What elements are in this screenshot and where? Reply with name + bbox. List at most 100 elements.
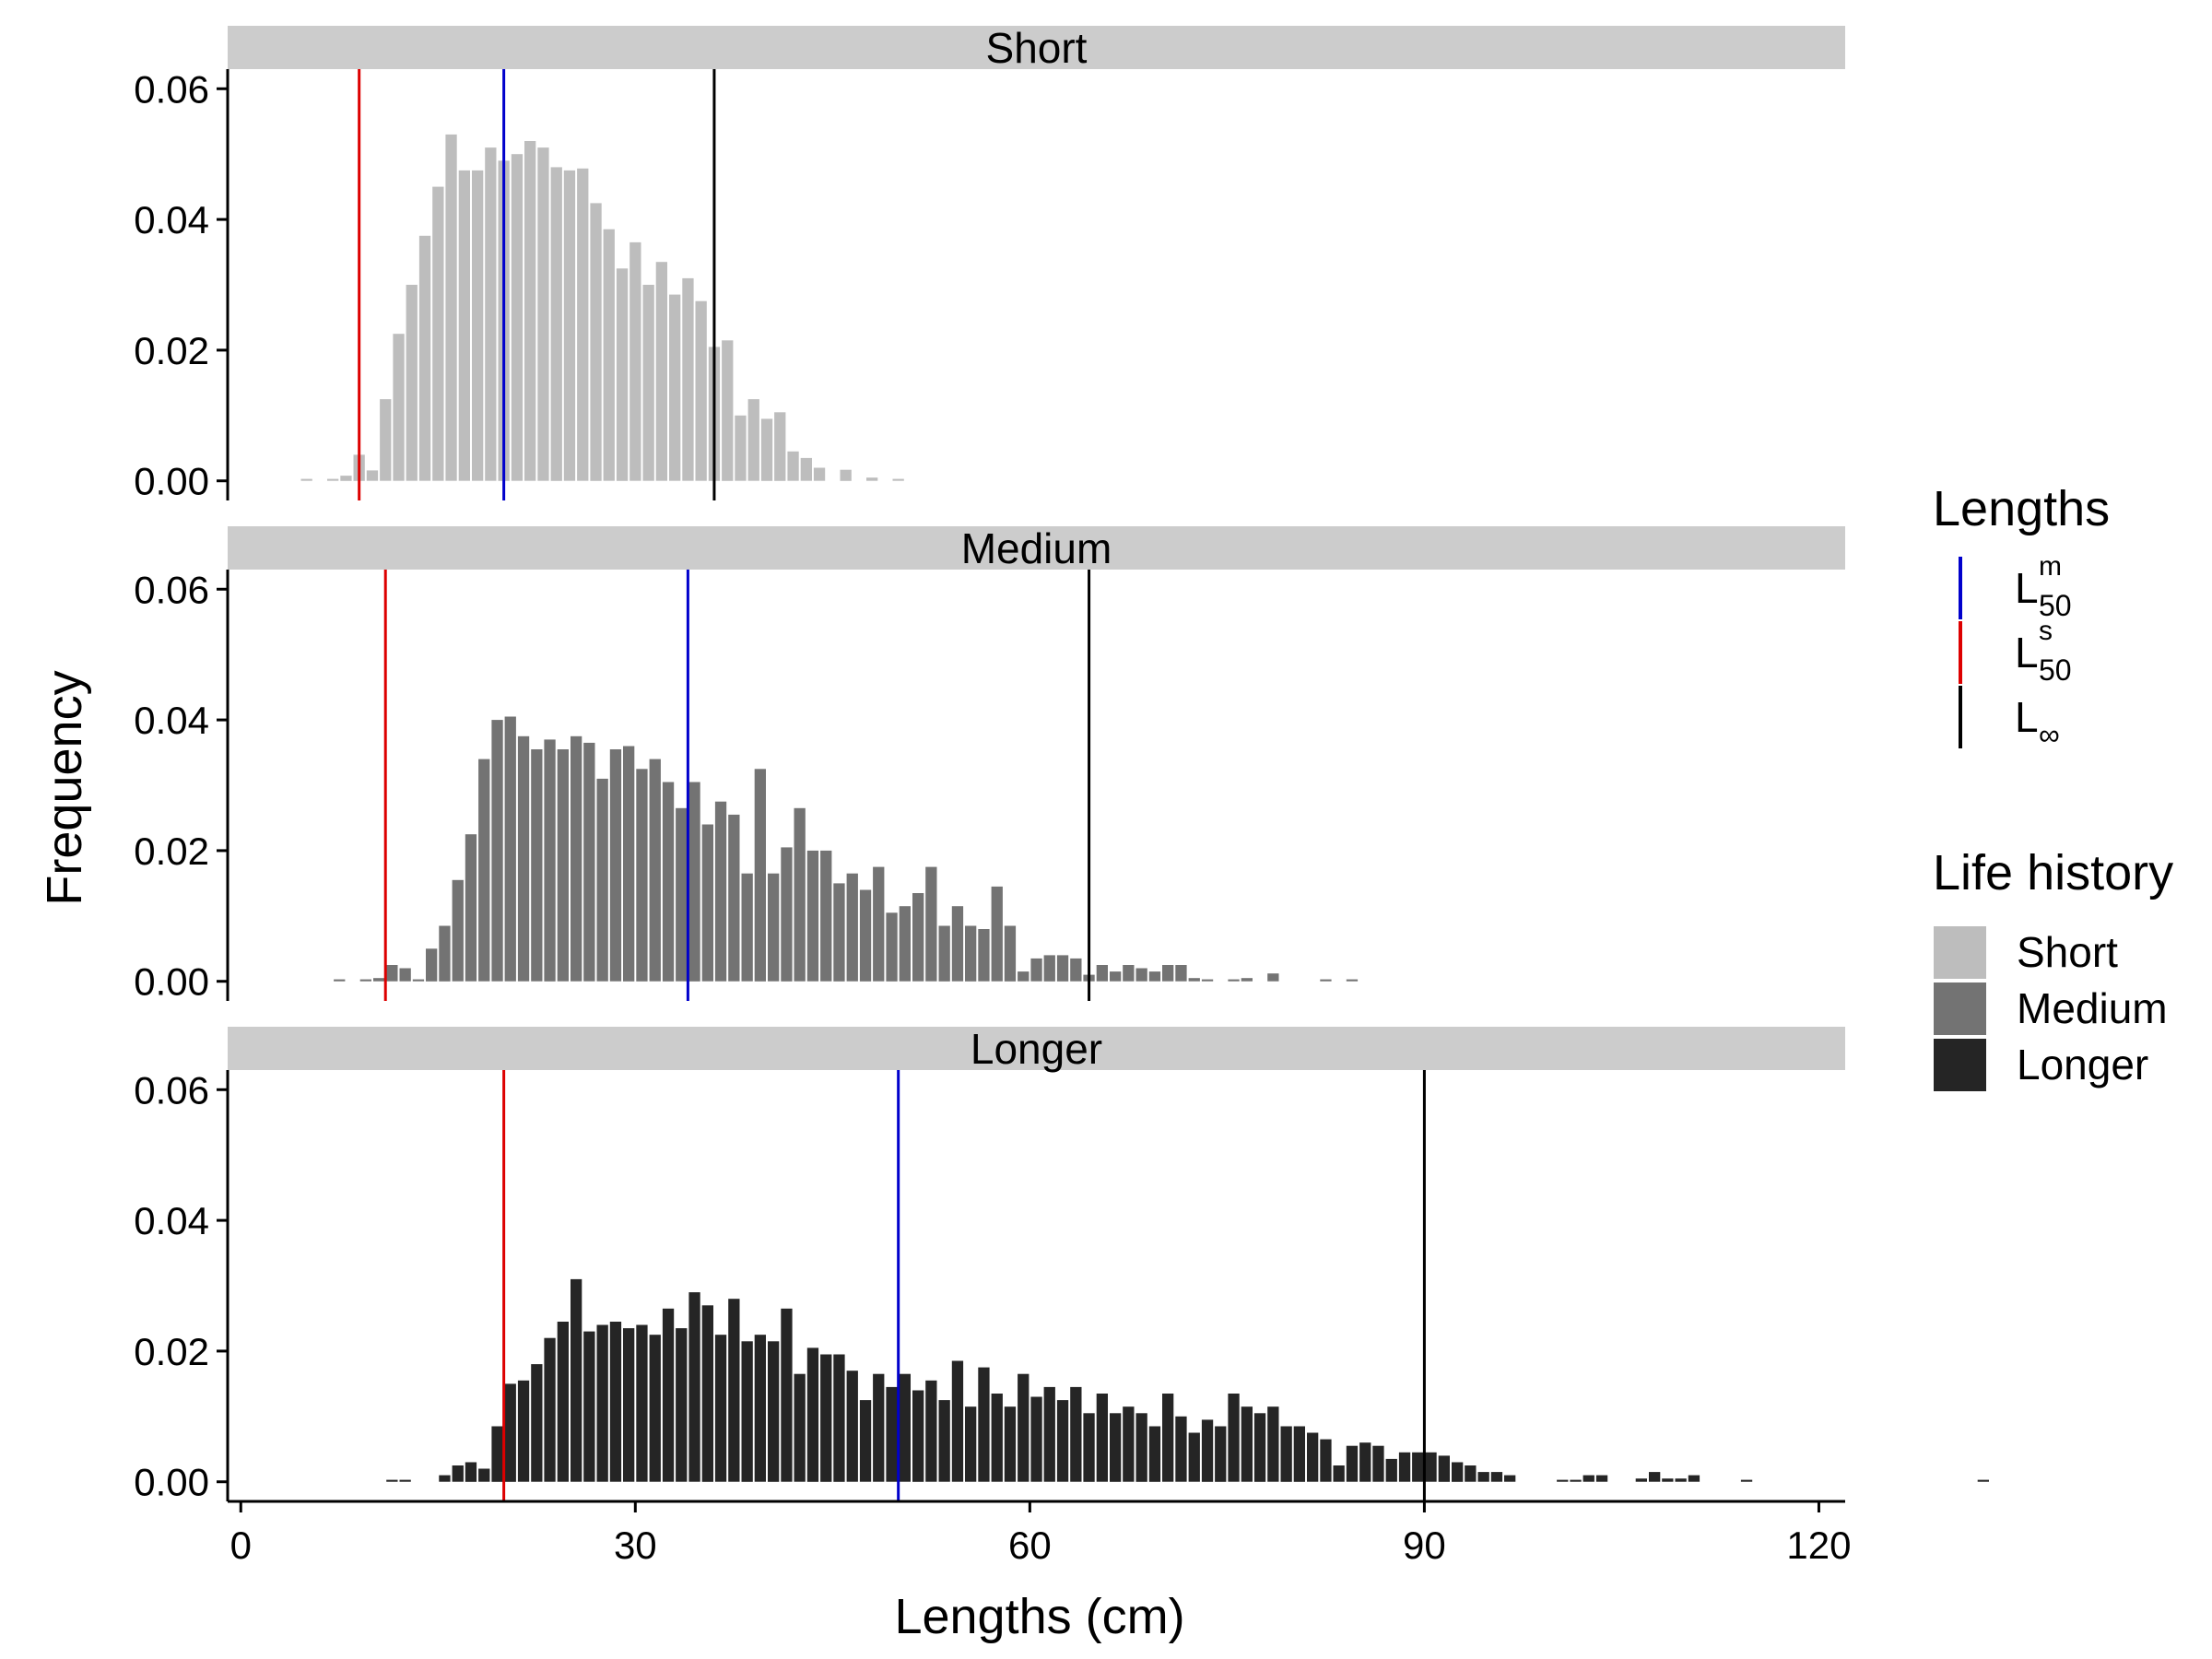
bar — [760, 418, 773, 481]
bar — [820, 850, 832, 982]
bars — [334, 716, 1359, 982]
bar — [813, 467, 826, 481]
bar — [649, 1335, 661, 1482]
bar — [787, 451, 799, 481]
bar — [951, 1360, 964, 1482]
bar — [1123, 1406, 1135, 1482]
bar — [846, 873, 858, 982]
panel-medium: Medium 0.00 0.02 0.04 0.06 — [134, 524, 1845, 1004]
legend-label: Medium — [2017, 984, 2168, 1032]
bar — [1030, 1396, 1042, 1482]
bar — [1977, 1479, 1989, 1482]
strip-label: Longer — [971, 1025, 1102, 1073]
bar — [806, 1347, 819, 1482]
bar — [636, 769, 648, 982]
x-axis-label: Lengths (cm) — [894, 1589, 1184, 1644]
bar — [735, 415, 747, 481]
x-tick-label: 30 — [614, 1524, 657, 1567]
bar — [412, 979, 425, 982]
bar — [1385, 1458, 1397, 1482]
bar — [571, 1278, 582, 1482]
legend-symbol: L — [2015, 564, 2039, 612]
bar — [688, 782, 700, 982]
x-tick-label: 120 — [1786, 1524, 1851, 1567]
bar — [662, 782, 675, 982]
bar — [978, 1367, 990, 1482]
bar — [1452, 1462, 1464, 1482]
panel-longer: Longer 0.00 0.02 0.04 0.06 — [134, 1025, 1989, 1504]
bar — [1096, 965, 1108, 982]
bar — [1320, 979, 1332, 982]
bar — [1490, 1472, 1503, 1482]
bar — [794, 1373, 806, 1482]
y-tick-label: 0.04 — [134, 1199, 209, 1242]
bar — [1162, 1394, 1174, 1482]
bar — [1135, 1413, 1147, 1482]
bar — [432, 186, 444, 481]
bar — [1425, 1452, 1437, 1482]
bar — [557, 1322, 569, 1482]
bar — [334, 979, 346, 982]
bar — [1004, 1406, 1017, 1482]
bar — [373, 978, 385, 982]
y-tick-label: 0.04 — [134, 198, 209, 241]
bar — [728, 814, 740, 982]
bar — [1267, 1406, 1279, 1482]
legend-subscript: ∞ — [2039, 718, 2060, 751]
bar — [754, 769, 766, 982]
legend-superscript: s — [2039, 616, 2053, 646]
y-tick-label: 0.06 — [134, 568, 209, 611]
strip-background — [228, 1027, 1845, 1070]
bar — [1583, 1475, 1594, 1482]
bar — [550, 167, 562, 481]
bar — [1070, 958, 1082, 982]
bar — [590, 203, 602, 481]
bar — [768, 873, 780, 982]
bar — [359, 979, 371, 982]
bar — [1030, 958, 1042, 982]
bar — [300, 478, 312, 481]
bar — [806, 850, 819, 982]
bar — [1148, 1426, 1161, 1482]
bar — [1083, 1413, 1095, 1482]
bar — [1280, 1426, 1292, 1482]
bar — [938, 925, 950, 982]
bar — [642, 285, 654, 481]
bar — [1241, 1406, 1253, 1482]
legend-label: Longer — [2017, 1041, 2148, 1088]
bar — [418, 235, 431, 481]
bar — [912, 893, 924, 982]
bar — [859, 889, 872, 982]
bar — [714, 801, 727, 982]
bar — [781, 847, 793, 982]
bar — [571, 735, 582, 982]
bar — [754, 1335, 766, 1482]
bar — [616, 268, 629, 481]
bar — [781, 1308, 793, 1482]
bar — [452, 879, 464, 982]
bar — [1201, 979, 1214, 982]
bar — [774, 412, 786, 481]
bar — [688, 1292, 700, 1482]
bar — [1649, 1472, 1661, 1482]
strip-label: Medium — [961, 524, 1112, 572]
bar — [1188, 1432, 1200, 1482]
bar — [544, 739, 556, 982]
x-tick-label: 0 — [230, 1524, 252, 1567]
bar — [899, 1373, 911, 1482]
bar — [485, 147, 497, 481]
strip-background — [228, 26, 1845, 69]
bar — [1241, 978, 1253, 982]
bar — [1557, 1479, 1569, 1482]
bar — [623, 746, 635, 982]
bar — [439, 925, 451, 982]
bar — [1201, 1419, 1214, 1482]
y-axis-label: Frequency — [37, 670, 92, 905]
legend-subscript: 50 — [2039, 653, 2072, 687]
y-tick-label: 0.04 — [134, 699, 209, 742]
bar — [1438, 1455, 1450, 1482]
strip-background — [228, 526, 1845, 570]
bar — [655, 262, 667, 481]
